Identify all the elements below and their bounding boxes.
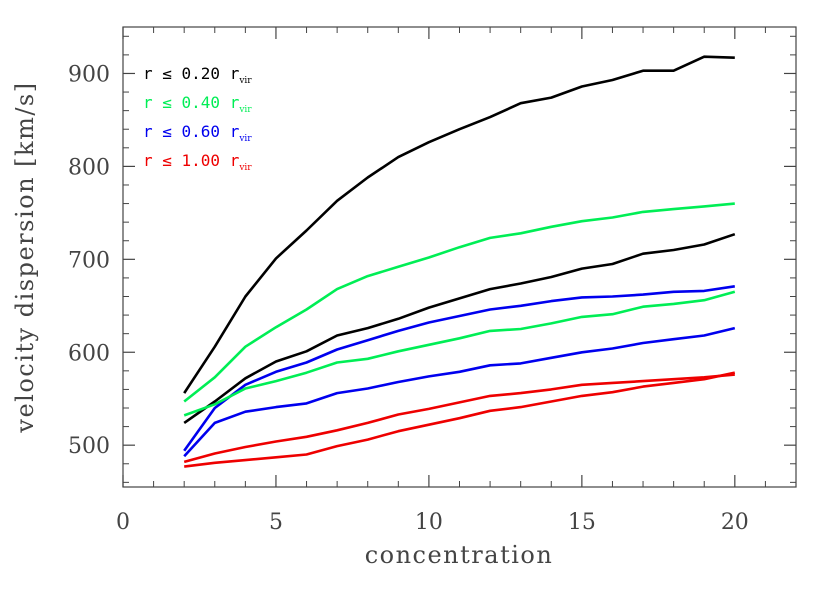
y-tick-label: 500 xyxy=(68,434,110,459)
series-line-1 xyxy=(183,55,735,394)
y-tick-label: 700 xyxy=(68,248,110,273)
major-ticks xyxy=(122,27,796,487)
legend-entry: r ≤ 0.40 rvir xyxy=(143,93,252,115)
x-tick-label: 5 xyxy=(269,510,283,535)
legend-entry: r ≤ 0.20 rvir xyxy=(143,64,252,86)
series-line-5 xyxy=(183,290,736,417)
series-line-4 xyxy=(183,285,735,452)
minor-ticks xyxy=(123,27,796,487)
y-axis-title: velocity dispersion [km/s] xyxy=(11,81,39,433)
x-tick-label: 10 xyxy=(415,510,443,535)
y-tick-label: 800 xyxy=(68,155,110,180)
x-tick-label: 15 xyxy=(568,510,596,535)
series-line-6 xyxy=(183,326,736,458)
x-tick-labels: 0 5 10 15 20 xyxy=(116,510,749,535)
x-tick-label: 20 xyxy=(721,510,749,535)
series-line-7 xyxy=(183,373,735,464)
x-tick-label: 0 xyxy=(116,510,130,535)
legend-entry: r ≤ 0.60 rvir xyxy=(143,122,252,144)
legend-entry: r ≤ 1.00 rvir xyxy=(143,151,252,173)
series-layer xyxy=(183,55,736,468)
series-line-3 xyxy=(183,232,736,424)
y-tick-label: 900 xyxy=(68,62,110,87)
x-axis-title: concentration xyxy=(365,541,554,569)
y-tick-label: 600 xyxy=(68,341,110,366)
legend: r ≤ 0.20 rvir r ≤ 0.40 rvir r ≤ 0.60 rvir r… xyxy=(143,64,252,173)
series-line-2 xyxy=(183,202,735,403)
series-line-8 xyxy=(184,371,736,468)
y-tick-labels: 500 600 700 800 900 xyxy=(68,62,110,459)
